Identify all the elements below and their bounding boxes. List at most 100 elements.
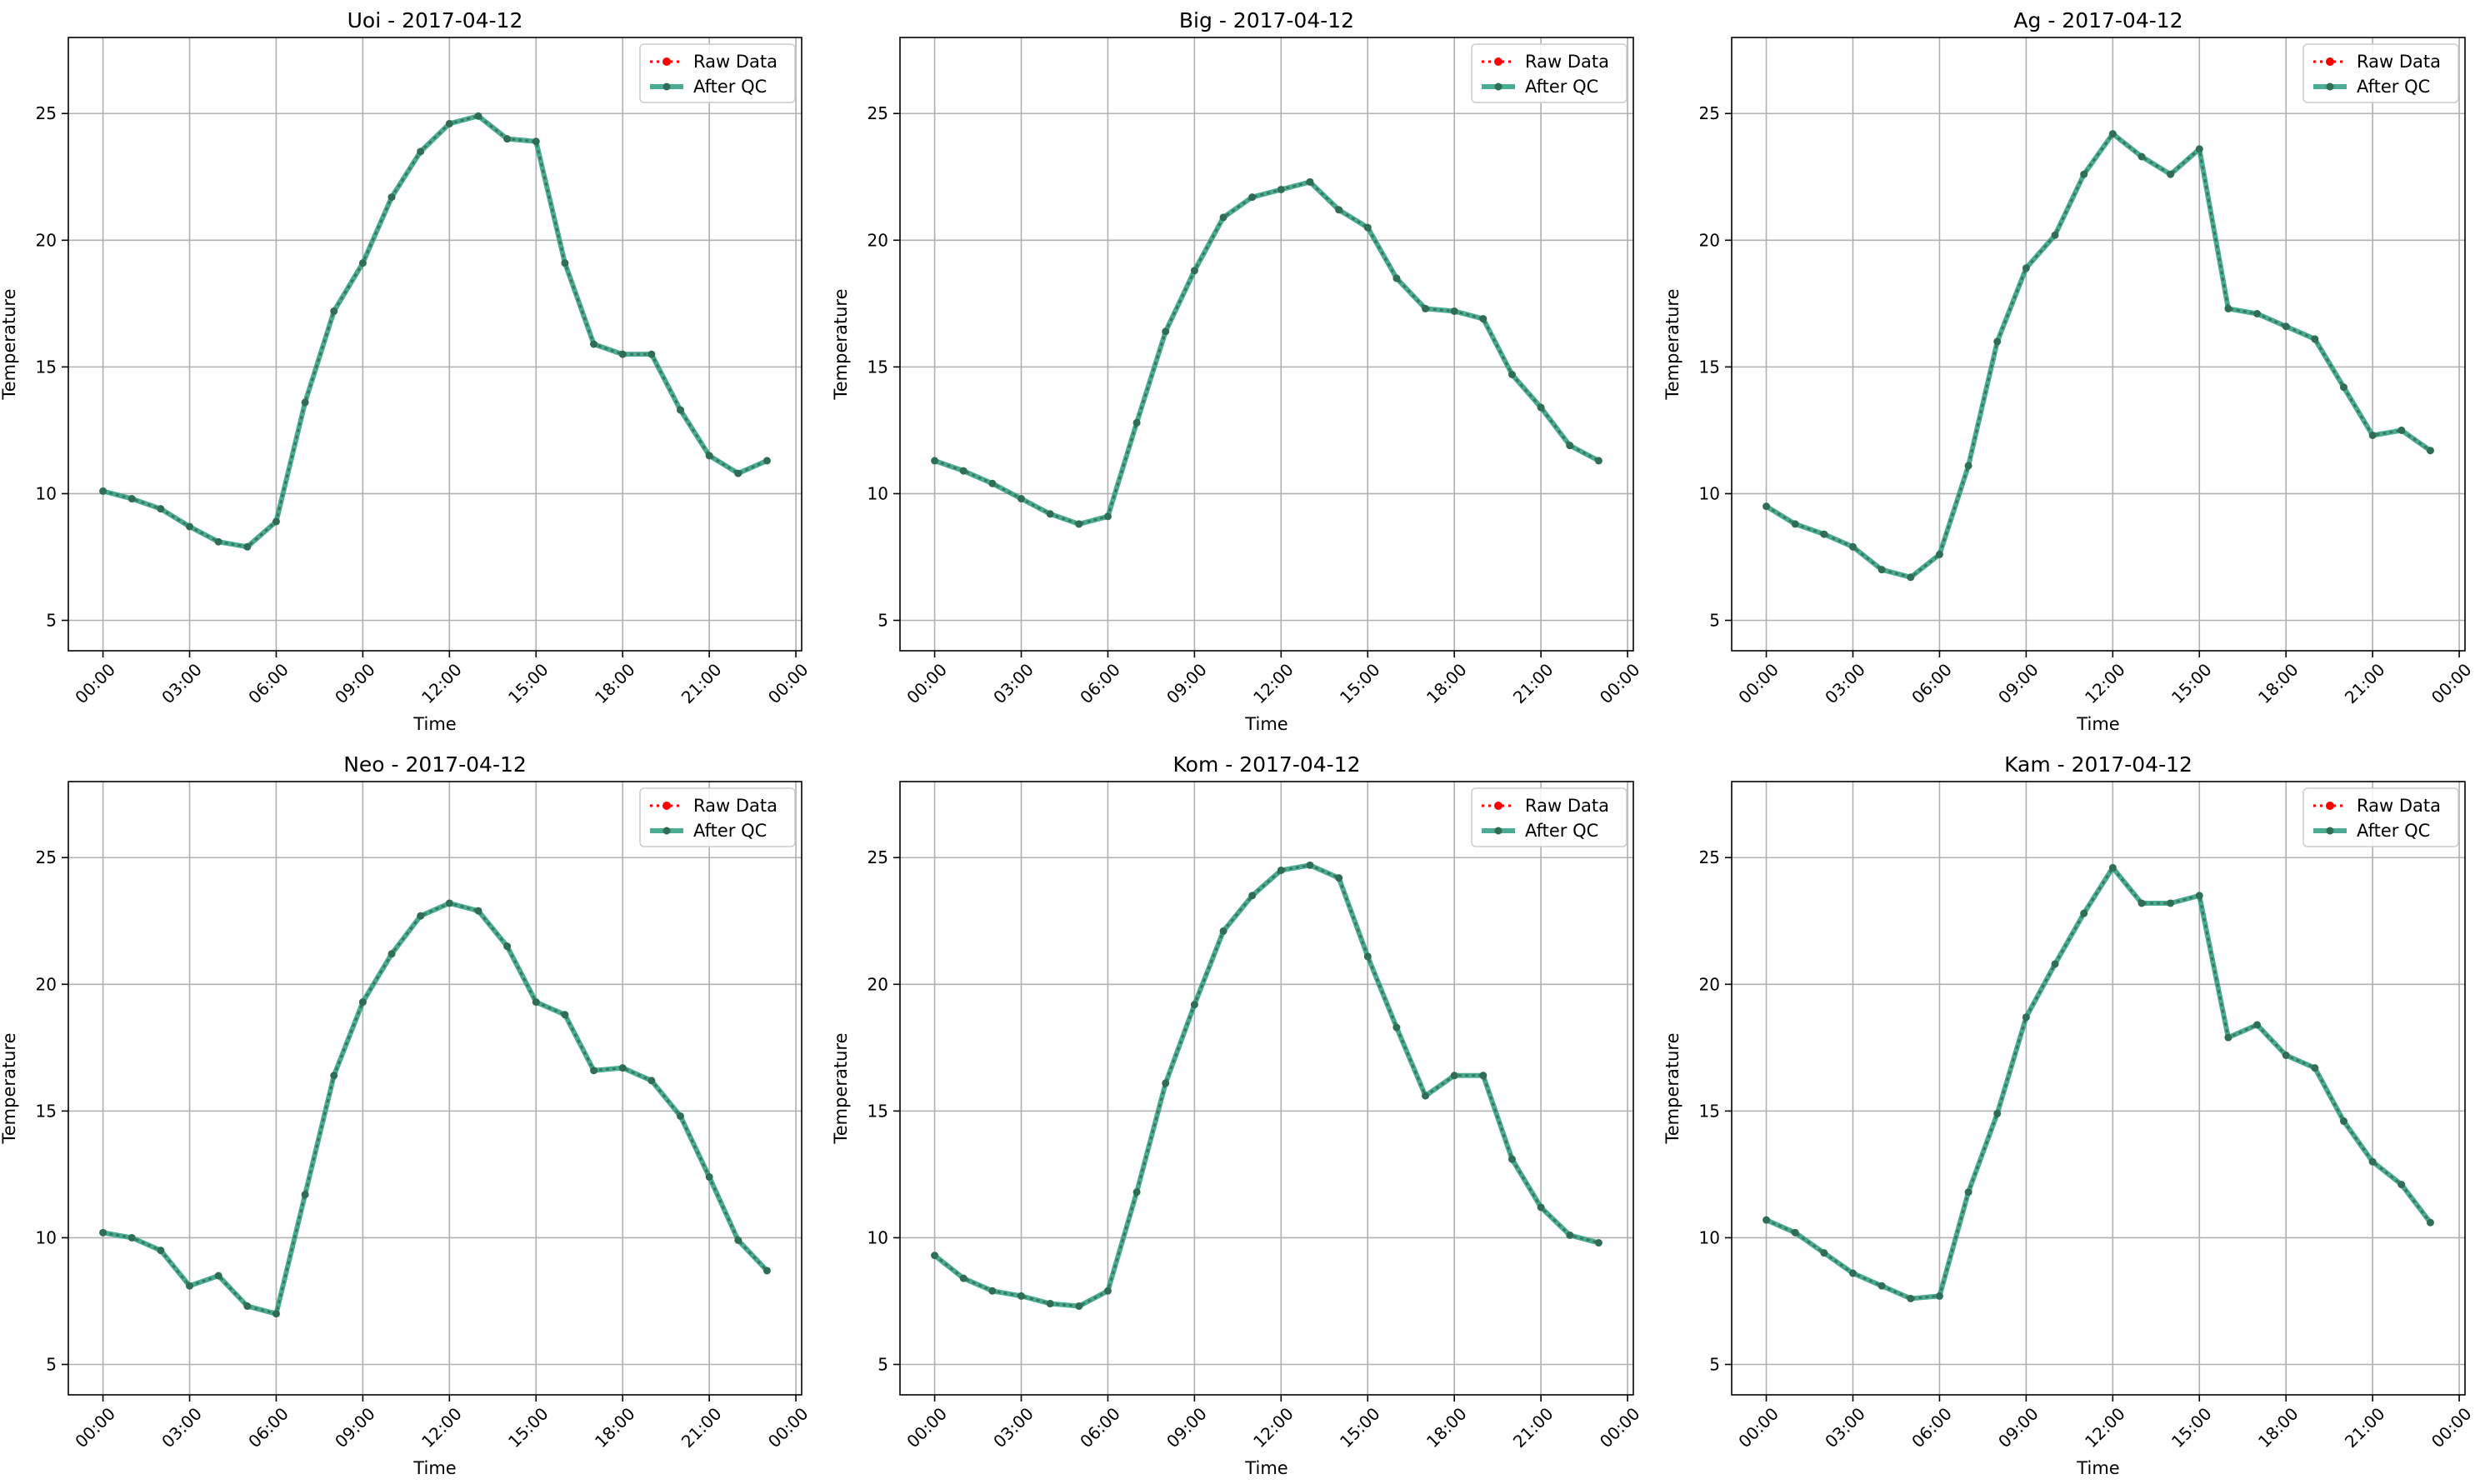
- data-point-after-qc: [1878, 566, 1886, 574]
- data-point-after-qc: [1450, 307, 1458, 315]
- x-tick-label: 03:00: [158, 1403, 206, 1452]
- x-axis-label: Time: [412, 1458, 456, 1478]
- y-axis-label: Temperature: [1662, 288, 1682, 400]
- series-line-after-qc: [1765, 865, 2432, 1302]
- legend: Raw Data After QC: [2302, 43, 2459, 103]
- x-tick-label: 03:00: [158, 659, 206, 707]
- data-point-after-qc: [1537, 1203, 1545, 1212]
- legend-marker-raw-data: [1494, 57, 1502, 66]
- subplot-title: Big - 2017-04-12: [1179, 8, 1354, 32]
- data-point-after-qc: [1762, 502, 1771, 511]
- data-point-after-qc: [988, 1287, 997, 1295]
- y-tick-label: 20: [36, 230, 57, 250]
- legend-label-after-qc: After QC: [1525, 821, 1598, 841]
- data-point-after-qc: [1791, 520, 1799, 528]
- x-tick-label: 09:00: [331, 1403, 379, 1452]
- x-tick-label: 00:00: [1734, 659, 1782, 707]
- data-point-after-qc: [2022, 1013, 2030, 1022]
- data-point-after-qc: [2398, 1181, 2406, 1189]
- data-point-after-qc: [1791, 1228, 1799, 1237]
- data-point-after-qc: [2195, 892, 2203, 900]
- data-point-after-qc: [417, 912, 425, 920]
- data-point-after-qc: [1046, 1300, 1054, 1308]
- plot-frame: [1731, 781, 2466, 1396]
- data-point-after-qc: [1993, 337, 2002, 346]
- data-point-after-qc: [474, 907, 482, 915]
- y-tick-label: 25: [36, 847, 57, 867]
- data-point-after-qc: [2080, 170, 2088, 178]
- legend-marker-after-qc: [662, 82, 671, 91]
- x-tick-label: 21:00: [678, 659, 726, 707]
- data-point-after-qc: [2368, 1157, 2377, 1166]
- data-point-after-qc: [1075, 1302, 1083, 1311]
- data-point-after-qc: [1335, 206, 1343, 214]
- data-point-after-qc: [931, 457, 939, 465]
- legend-label-raw-data: Raw Data: [1525, 796, 1609, 816]
- data-point-after-qc: [618, 1064, 627, 1072]
- data-point-after-qc: [2426, 1218, 2434, 1227]
- data-point-after-qc: [99, 487, 108, 495]
- subplot-1: 5 10 15 20 25 00:00 03:00 06:00 09:00 12:00 15:00 1…: [0, 8, 812, 734]
- data-point-after-qc: [1277, 866, 1285, 874]
- data-point-after-qc: [1075, 520, 1083, 528]
- data-point-after-qc: [648, 1077, 656, 1085]
- data-point-after-qc: [2224, 1033, 2232, 1042]
- x-tick-label: 09:00: [1162, 1403, 1211, 1452]
- legend-label-raw-data: Raw Data: [693, 52, 778, 72]
- legend: Raw Data After QC: [639, 43, 796, 103]
- y-tick-label: 5: [1709, 611, 1720, 631]
- x-tick-label: 18:00: [1422, 659, 1471, 707]
- data-point-after-qc: [2080, 909, 2088, 917]
- data-point-after-qc: [1849, 1269, 1858, 1277]
- subplot-2: 5 10 15 20 25 00:00 03:00 06:00 09:00 12:00 15:00 1…: [831, 8, 1644, 734]
- plot-frame: [899, 781, 1634, 1396]
- legend-marker-after-qc: [662, 827, 671, 835]
- data-point-after-qc: [1103, 1287, 1112, 1295]
- data-point-after-qc: [1363, 952, 1372, 961]
- data-point-after-qc: [532, 998, 540, 1007]
- y-tick-label: 5: [878, 611, 888, 631]
- y-tick-label: 25: [1699, 847, 1720, 867]
- y-axis-label: Temperature: [0, 288, 19, 400]
- data-point-after-qc: [157, 1247, 165, 1255]
- data-point-after-qc: [959, 1274, 968, 1282]
- subplot-title: Kam - 2017-04-12: [2004, 752, 2192, 777]
- x-tick-label: 00:00: [2428, 659, 2476, 707]
- y-tick-label: 5: [1709, 1355, 1720, 1375]
- data-point-after-qc: [2282, 1051, 2290, 1059]
- y-tick-label: 5: [46, 611, 57, 631]
- data-point-after-qc: [676, 1112, 684, 1120]
- y-tick-label: 20: [868, 974, 888, 994]
- data-point-after-qc: [2368, 431, 2377, 439]
- data-point-after-qc: [445, 899, 453, 907]
- data-point-after-qc: [503, 135, 512, 143]
- data-point-after-qc: [1219, 927, 1228, 935]
- x-tick-label: 21:00: [2341, 659, 2389, 707]
- data-point-after-qc: [157, 505, 165, 513]
- x-tick-label: 21:00: [1509, 1403, 1558, 1452]
- x-tick-label: 09:00: [331, 659, 379, 707]
- legend-marker-after-qc: [1494, 827, 1502, 835]
- x-tick-label: 06:00: [1908, 1403, 1956, 1452]
- y-axis-label: Temperature: [831, 288, 851, 400]
- data-point-after-qc: [358, 259, 367, 267]
- x-tick-label: 03:00: [1821, 1403, 1869, 1452]
- x-tick-label: 09:00: [1162, 659, 1211, 707]
- data-point-after-qc: [762, 1267, 771, 1275]
- data-point-after-qc: [272, 1310, 280, 1318]
- x-axis-label: Time: [412, 714, 456, 734]
- data-point-after-qc: [474, 112, 482, 120]
- data-point-after-qc: [1219, 213, 1228, 222]
- data-point-after-qc: [1018, 495, 1026, 503]
- data-point-after-qc: [618, 350, 627, 358]
- data-point-after-qc: [503, 942, 512, 951]
- series-line-after-qc-overlay: [1766, 866, 2432, 1300]
- data-point-after-qc: [1849, 542, 1858, 551]
- data-point-after-qc: [1537, 403, 1545, 412]
- plot-frame: [1731, 37, 2466, 652]
- x-tick-label: 00:00: [2428, 1403, 2476, 1452]
- x-tick-label: 00:00: [71, 1403, 119, 1452]
- data-point-after-qc: [1248, 193, 1257, 202]
- series-line-after-qc-overlay: [102, 902, 768, 1316]
